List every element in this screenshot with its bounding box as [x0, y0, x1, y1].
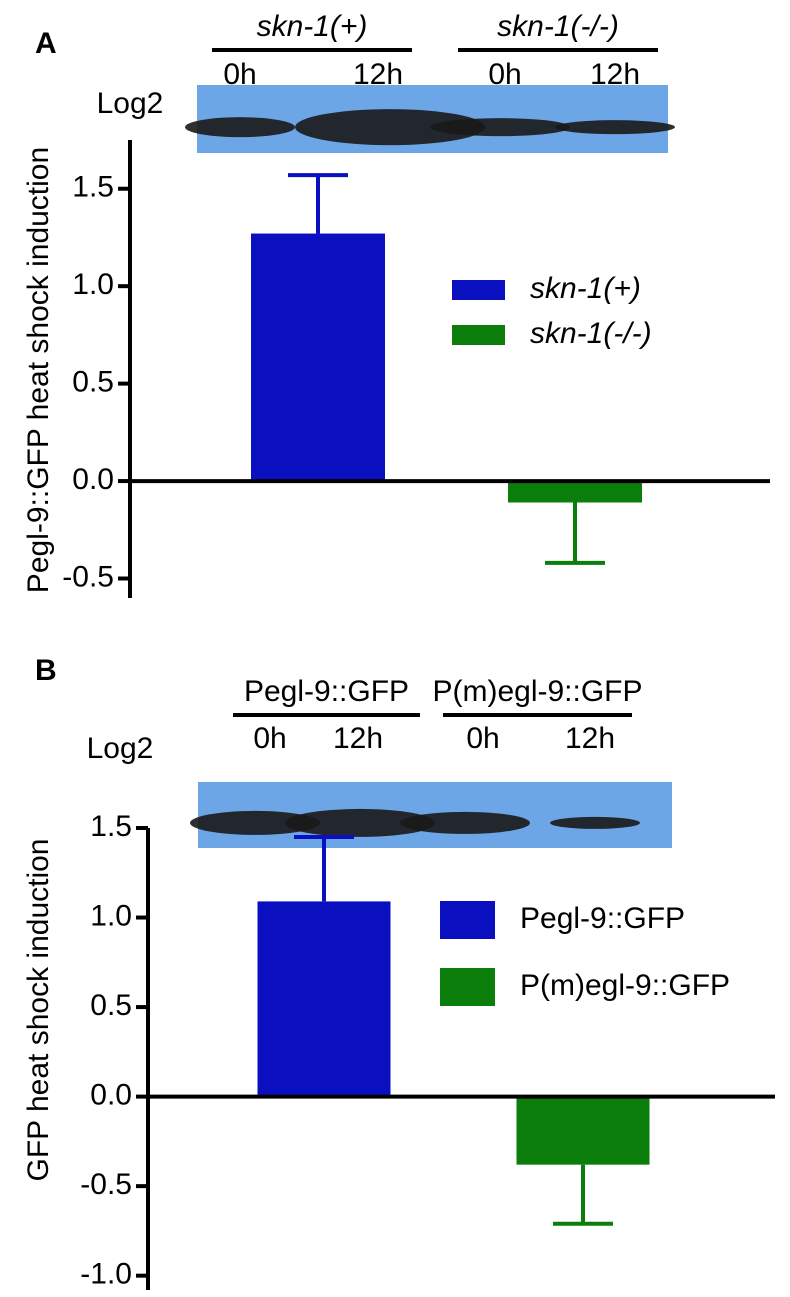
- blot-label: Log2: [87, 732, 154, 765]
- blot-group-label: skn-1(+): [257, 10, 368, 43]
- y-axis-label: GFP heat shock induction: [22, 839, 55, 1182]
- y-tick-label: 0.5: [72, 366, 114, 399]
- blot-group-label: P(m)egl-9::GFP: [432, 675, 642, 708]
- y-tick-label: 0.0: [72, 463, 114, 496]
- y-tick-label: 0.0: [90, 1079, 132, 1112]
- lane-label: 0h: [253, 722, 286, 755]
- y-tick-label: 1.0: [90, 899, 132, 932]
- legend-swatch: [440, 901, 495, 939]
- y-tick-label: 1.5: [72, 171, 114, 204]
- error-bar: [553, 1165, 613, 1224]
- legend-swatch: [440, 968, 495, 1006]
- blot-band: [400, 812, 530, 834]
- lane-label: 0h: [223, 58, 256, 91]
- y-tick-label: -0.5: [62, 560, 114, 593]
- legend-label: skn-1(-/-): [530, 317, 652, 350]
- y-tick-label: 1.0: [72, 268, 114, 301]
- lane-label: 12h: [353, 58, 403, 91]
- y-tick-label: 1.5: [90, 810, 132, 843]
- blot-group-label: skn-1(-/-): [497, 10, 619, 43]
- legend-label: skn-1(+): [530, 272, 641, 305]
- legend-label: P(m)egl-9::GFP: [520, 969, 730, 1002]
- bar: [508, 481, 642, 502]
- lane-label: 12h: [333, 722, 383, 755]
- panel-label: A: [35, 27, 57, 60]
- panel-label: B: [35, 654, 57, 687]
- bar: [517, 1097, 650, 1165]
- figure: ALog2skn-1(+)0h12hskn-1(-/-)0h12hPegl-9:…: [0, 0, 790, 1297]
- y-tick-label: 0.5: [90, 989, 132, 1022]
- legend-swatch: [452, 280, 505, 300]
- lane-label: 12h: [590, 58, 640, 91]
- lane-label: 12h: [565, 722, 615, 755]
- blot-label: Log2: [97, 87, 164, 120]
- y-tick-label: -1.0: [80, 1258, 132, 1291]
- blot-band: [550, 817, 640, 829]
- lane-label: 0h: [488, 58, 521, 91]
- blot-band: [430, 118, 570, 136]
- legend-label: Pegl-9::GFP: [520, 902, 685, 935]
- legend-swatch: [452, 325, 505, 345]
- error-bar: [545, 503, 605, 563]
- lane-label: 0h: [466, 722, 499, 755]
- y-axis-label: Pegl-9::GFP heat shock induction: [22, 147, 55, 593]
- bar: [251, 234, 385, 482]
- blot-group-label: Pegl-9::GFP: [244, 675, 409, 708]
- error-bar: [288, 175, 348, 233]
- blot-band: [185, 117, 295, 137]
- y-tick-label: -0.5: [80, 1168, 132, 1201]
- bar: [258, 901, 391, 1096]
- blot-band: [555, 120, 675, 134]
